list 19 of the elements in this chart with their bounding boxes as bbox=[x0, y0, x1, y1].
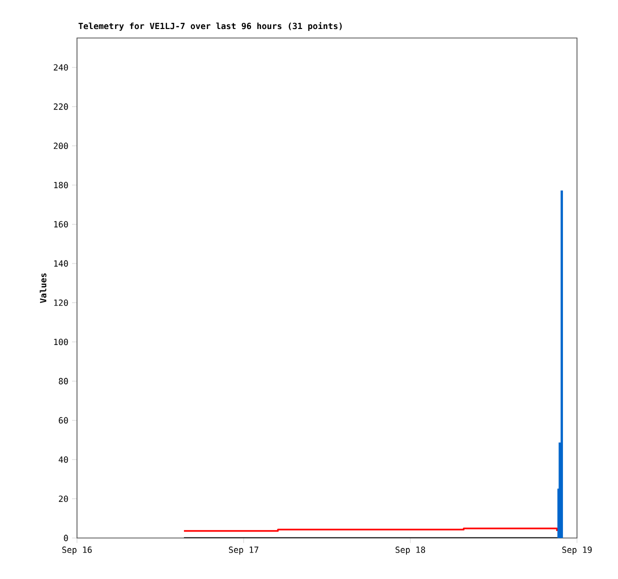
y-tick-label: 60 bbox=[58, 417, 68, 424]
chart-title: Telemetry for VE1LJ-7 over last 96 hours (31 points) bbox=[78, 22, 342, 31]
y-tick-label: 0 bbox=[64, 534, 68, 542]
y-tick-label: 40 bbox=[58, 456, 68, 463]
x-tick-label: Sep 17 bbox=[228, 546, 258, 555]
y-tick-label: 240 bbox=[54, 64, 68, 71]
y-axis-title: Values bbox=[40, 273, 46, 304]
y-tick-label: 220 bbox=[54, 103, 68, 110]
y-tick-label: 120 bbox=[54, 300, 68, 306]
y-tick-label: 20 bbox=[58, 496, 68, 502]
y-tick-label: 140 bbox=[54, 260, 68, 267]
x-tick-label: Sep 19 bbox=[562, 546, 592, 555]
y-tick-label: 80 bbox=[58, 378, 68, 384]
y-tick-label: 100 bbox=[54, 338, 68, 346]
y-tick-label: 160 bbox=[54, 221, 68, 228]
y-tick-label: 180 bbox=[54, 182, 68, 188]
y-tick-label: 200 bbox=[54, 142, 68, 150]
x-tick-label: Sep 16 bbox=[62, 546, 92, 555]
x-tick-label: Sep 18 bbox=[396, 546, 426, 555]
